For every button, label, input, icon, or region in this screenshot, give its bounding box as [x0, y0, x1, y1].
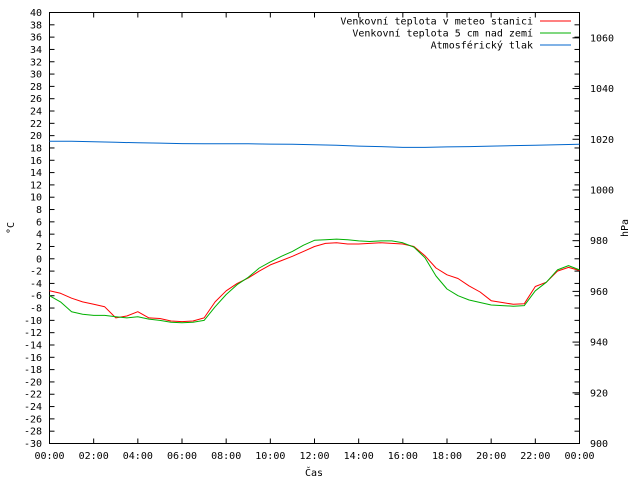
- x-tick-label: 04:00: [123, 451, 153, 462]
- y2-tick-label: 900: [590, 439, 608, 450]
- y-tick-label: 6: [36, 217, 42, 228]
- right-axis-ticks: 900 920 940 960 980 1000 1020 1040 1060: [572, 33, 614, 450]
- y-tick-label: -24: [24, 402, 42, 413]
- pressure-line: [49, 140, 580, 148]
- x-tick-label: 16:00: [388, 451, 418, 462]
- y2-axis-label: hPa: [620, 219, 631, 237]
- x-tick-label: 18:00: [432, 451, 462, 462]
- y2-tick-label: 920: [590, 388, 608, 399]
- x-tick-label: 12:00: [299, 451, 329, 462]
- x-tick-label: 22:00: [520, 451, 550, 462]
- temp-ground-line: [49, 238, 580, 324]
- y-tick-label: -20: [24, 377, 42, 388]
- y-tick-label: -26: [24, 414, 42, 425]
- y-tick-label: 38: [30, 20, 42, 31]
- y-axis-label: °C: [6, 222, 17, 234]
- y-tick-label: 14: [30, 168, 42, 179]
- y-tick-label: -4: [30, 279, 42, 290]
- y-tick-label: -16: [24, 353, 42, 364]
- y-tick-label: -12: [24, 328, 42, 339]
- y-tick-label: -2: [30, 267, 42, 278]
- y-tick-label: -30: [24, 439, 42, 450]
- y2-tick-label: 1060: [590, 33, 614, 44]
- x-tick-label: 06:00: [167, 451, 197, 462]
- y-tick-label: 18: [30, 143, 42, 154]
- y-tick-label: 16: [30, 156, 42, 167]
- y-tick-label: 0: [36, 254, 42, 265]
- y-tick-label: -28: [24, 427, 42, 438]
- x-axis-ticks: 00:00 02:00 04:00 06:00 08:00 10:00 12:00 14:00…: [34, 12, 595, 462]
- y2-tick-label: 940: [590, 338, 608, 349]
- y-tick-label: -18: [24, 365, 42, 376]
- y2-tick-label: 1000: [590, 185, 614, 196]
- left-axis-ticks: -30-28-26-24-22-20-18-16-14-12-10-8-6-4-…: [24, 8, 580, 450]
- temp-station-line: [49, 242, 580, 323]
- x-tick-label: 08:00: [211, 451, 241, 462]
- y-tick-label: 4: [36, 230, 42, 241]
- plot-frame: [49, 12, 580, 444]
- y2-tick-label: 960: [590, 287, 608, 298]
- y-tick-label: 8: [36, 205, 42, 216]
- legend-entry-temp-station: Venkovní teplota v meteo stanici: [340, 16, 533, 28]
- y-tick-label: 30: [30, 70, 42, 81]
- y-tick-label: -22: [24, 390, 42, 401]
- y-tick-label: 22: [30, 119, 42, 130]
- y-tick-label: 36: [30, 33, 42, 44]
- series-layer: [49, 140, 580, 324]
- y-tick-label: 20: [30, 131, 42, 142]
- x-tick-label: 02:00: [79, 451, 109, 462]
- y2-tick-label: 1020: [590, 135, 614, 146]
- y2-tick-label: 980: [590, 236, 608, 247]
- y-tick-label: -10: [24, 316, 42, 327]
- y-tick-label: -6: [30, 291, 42, 302]
- y-tick-label: 26: [30, 94, 42, 105]
- y-tick-label: 28: [30, 82, 42, 93]
- y-tick-label: 2: [36, 242, 42, 253]
- legend-entry-pressure: Atmosférický tlak: [431, 40, 533, 52]
- legend: Venkovní teplota v meteo staniciVenkovní…: [340, 16, 571, 52]
- x-tick-label: 00:00: [34, 451, 64, 462]
- y2-tick-label: 1040: [590, 84, 614, 95]
- y-tick-label: 12: [30, 180, 42, 191]
- legend-entry-temp-ground: Venkovní teplota 5 cm nad zemí: [352, 28, 533, 40]
- y-tick-label: -14: [24, 340, 42, 351]
- y-tick-label: 10: [30, 193, 42, 204]
- y-tick-label: -8: [30, 304, 42, 315]
- y-tick-label: 34: [30, 45, 42, 56]
- x-axis-label: Čas: [305, 466, 323, 479]
- x-tick-label: 14:00: [344, 451, 374, 462]
- x-tick-label: 00:00: [564, 451, 594, 462]
- y-tick-label: 32: [30, 57, 42, 68]
- x-tick-label: 10:00: [255, 451, 285, 462]
- x-tick-label: 20:00: [476, 451, 506, 462]
- y-tick-label: 24: [30, 107, 42, 118]
- y-tick-label: 40: [30, 8, 42, 19]
